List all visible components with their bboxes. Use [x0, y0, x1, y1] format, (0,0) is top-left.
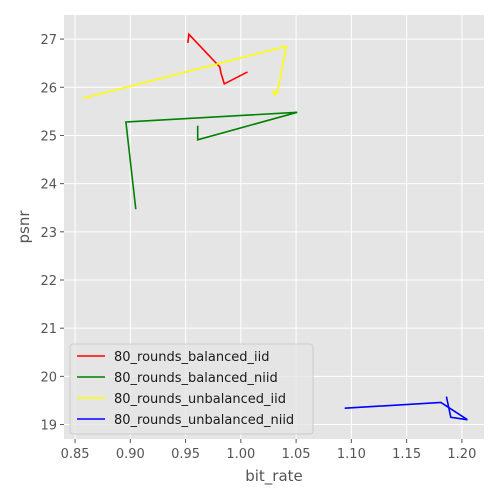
- series-line-80-rounds-balanced-iid: [187, 32, 248, 86]
- y-axis-ticks: 19 20 21 22 23 24 25 26 27: [40, 33, 64, 434]
- x-axis-ticks: 0.85 0.90 0.95 1.00 1.05 1.10 1.15 1.20: [61, 439, 476, 462]
- x-tick-label: 1.15: [392, 447, 421, 462]
- series-line-80-rounds-unbalanced-iid: [82, 45, 288, 100]
- series-line-80-rounds-balanced-niid: [125, 111, 298, 210]
- y-tick-label: 23: [40, 226, 57, 241]
- x-tick-label: 0.95: [171, 447, 200, 462]
- legend: 80_rounds_balanced_iid 80_rounds_balanced…: [69, 343, 314, 435]
- y-tick-label: 25: [40, 129, 57, 144]
- x-tick-label: 0.85: [61, 447, 90, 462]
- x-axis-label: bit_rate: [245, 467, 303, 486]
- series-line-80-rounds-unbalanced-niid: [344, 396, 468, 421]
- y-tick-label: 24: [40, 178, 57, 193]
- y-tick-label: 26: [40, 81, 57, 96]
- x-tick-label: 0.90: [116, 447, 145, 462]
- legend-box: [69, 343, 314, 435]
- legend-label: 80_rounds_balanced_niid: [114, 371, 278, 386]
- y-tick-label: 27: [40, 33, 57, 48]
- x-tick-label: 1.20: [447, 447, 476, 462]
- y-axis-label: psnr: [15, 210, 33, 244]
- x-tick-label: 1.05: [282, 447, 311, 462]
- y-tick-label: 21: [40, 322, 57, 337]
- x-tick-label: 1.00: [226, 447, 255, 462]
- legend-label: 80_rounds_unbalanced_niid: [114, 413, 294, 428]
- x-tick-label: 1.10: [337, 447, 366, 462]
- y-tick-label: 19: [40, 419, 57, 434]
- y-tick-label: 20: [40, 370, 57, 385]
- series-layer: [82, 32, 468, 421]
- y-tick-label: 22: [40, 274, 57, 289]
- legend-label: 80_rounds_balanced_iid: [114, 350, 269, 365]
- legend-label: 80_rounds_unbalanced_iid: [114, 392, 286, 407]
